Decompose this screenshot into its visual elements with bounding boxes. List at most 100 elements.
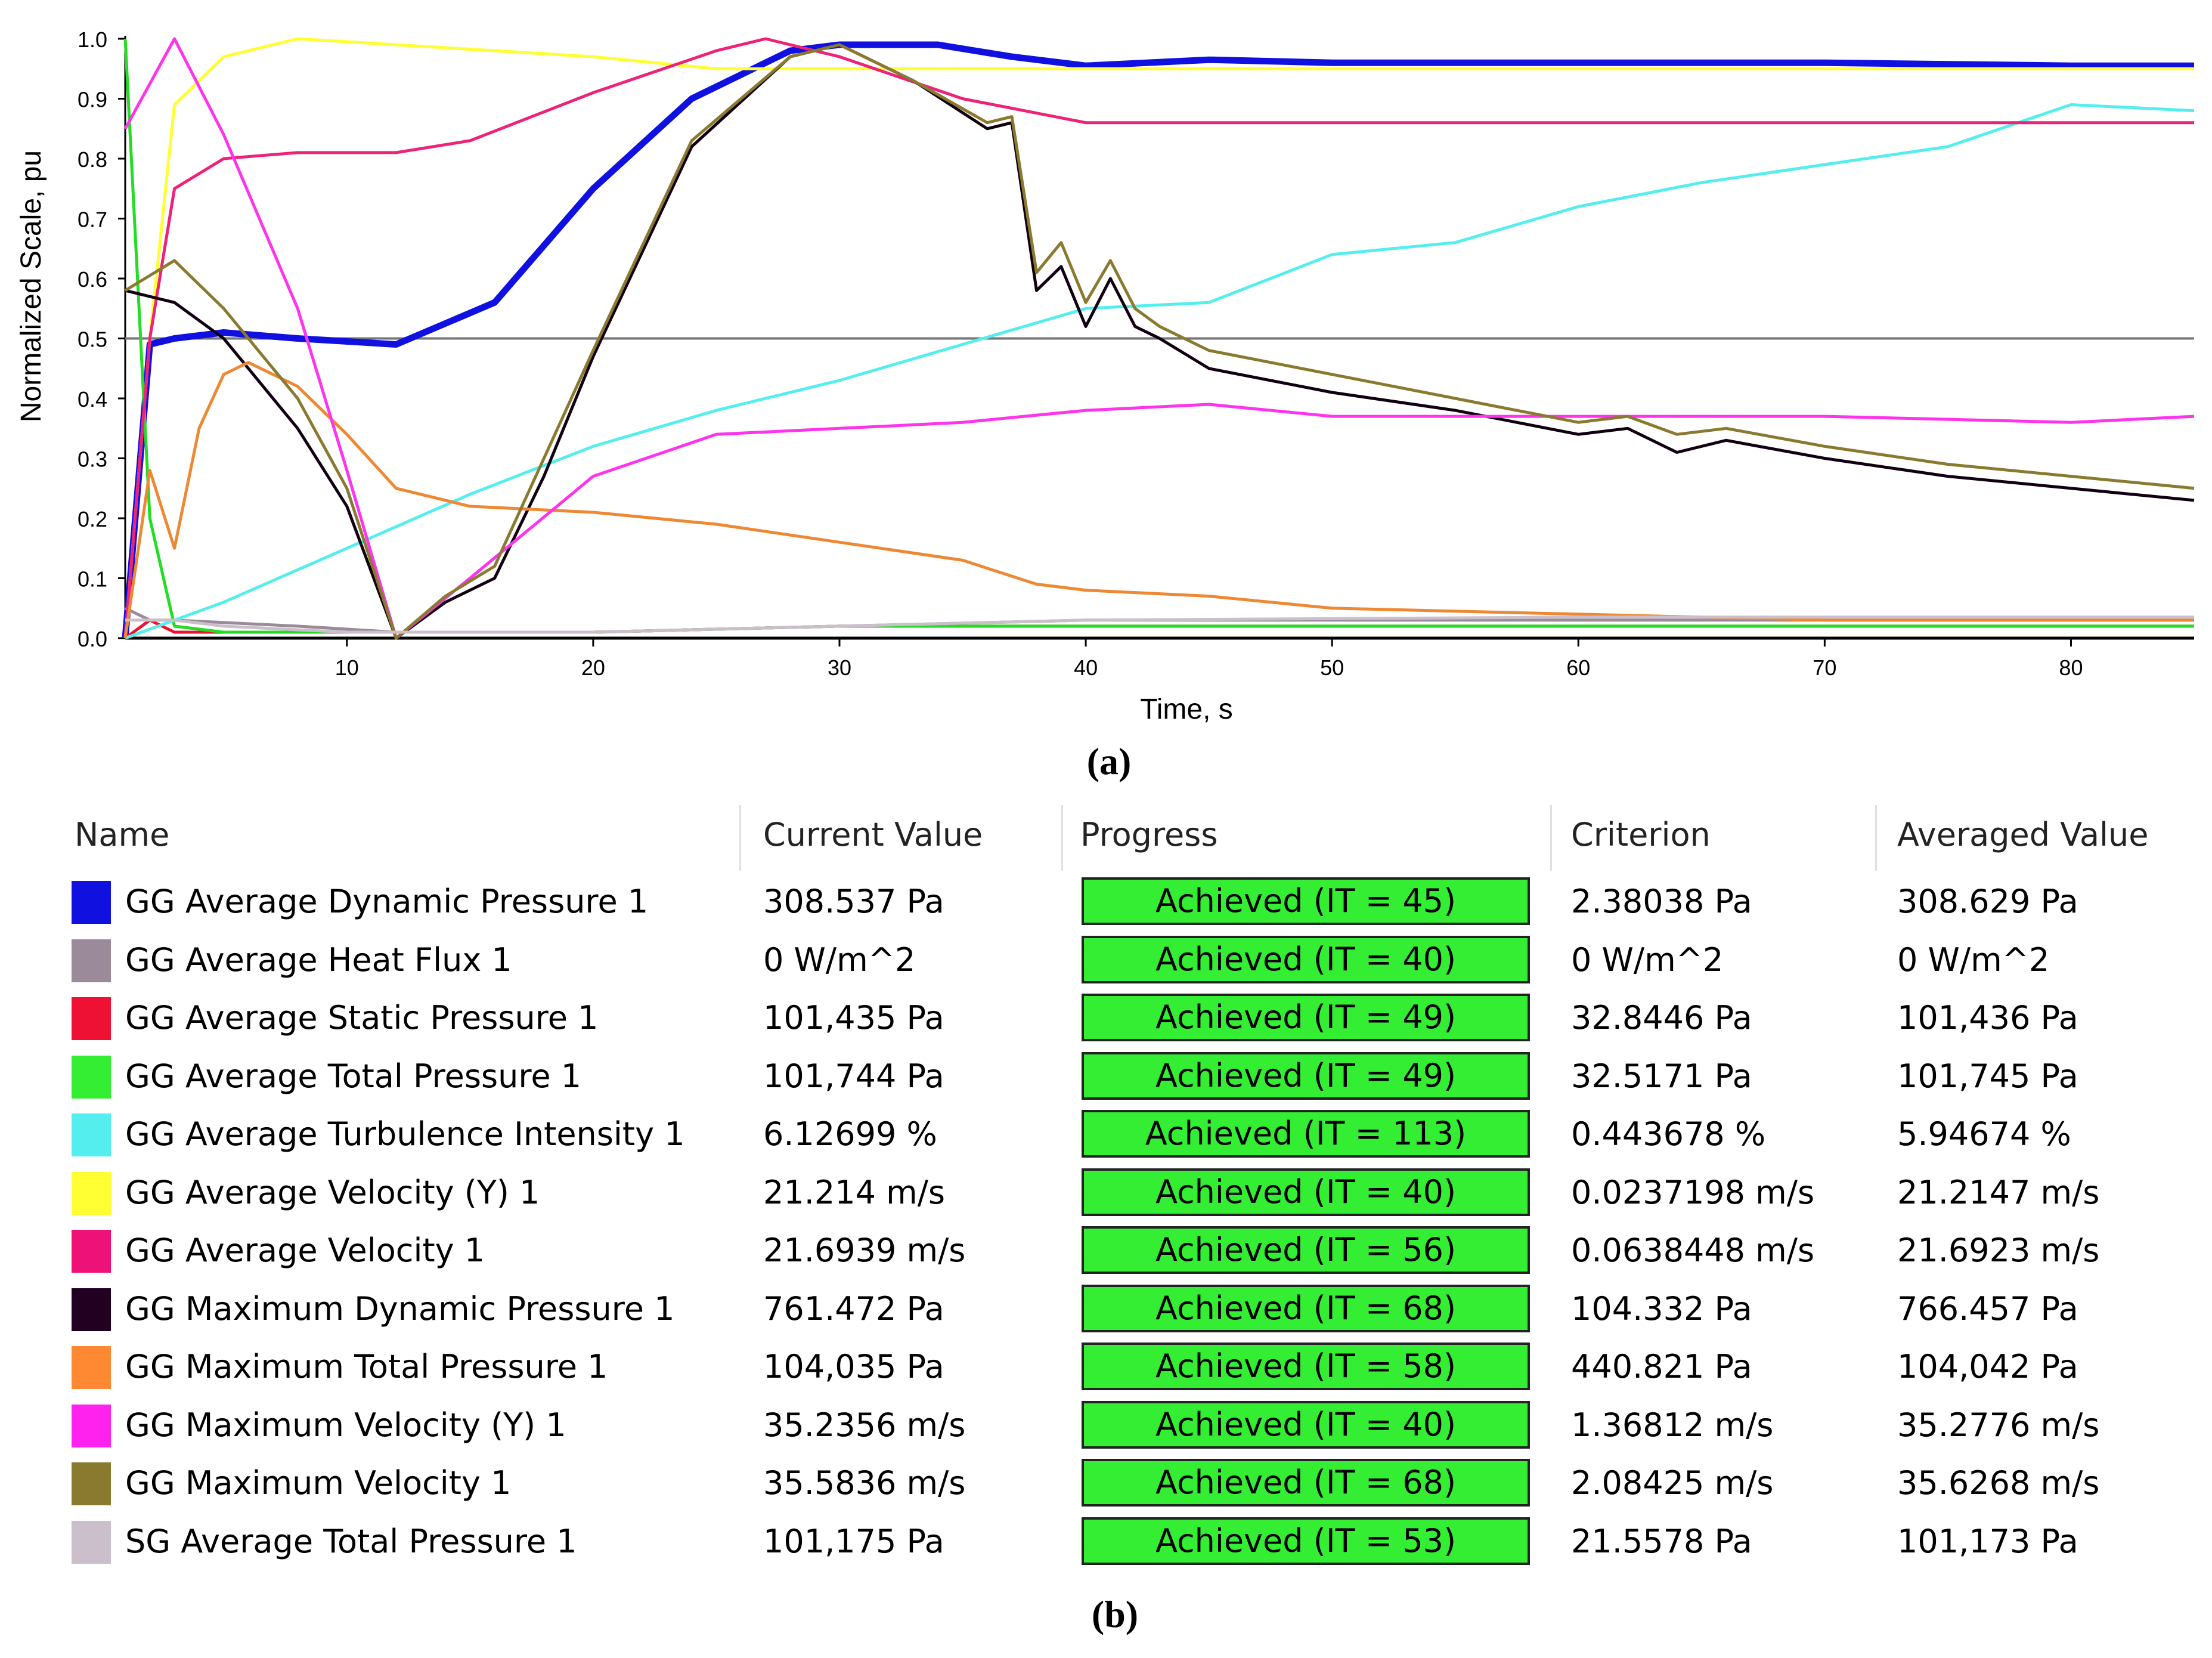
- row-criterion: 2.08425 m/s: [1571, 1464, 1774, 1502]
- row-progress-status: Achieved (IT = 58): [1082, 1343, 1530, 1390]
- row-progress-status: Achieved (IT = 113): [1082, 1110, 1530, 1158]
- x-tick-label: 60: [1566, 655, 1590, 680]
- x-tick-label: 70: [1813, 655, 1836, 680]
- panel-label-b: (b): [1091, 1593, 1139, 1635]
- row-criterion: 21.5578 Pa: [1571, 1522, 1752, 1560]
- series-line-5: [125, 103, 2195, 640]
- row-name: GG Average Total Pressure 1: [125, 1057, 582, 1095]
- row-name: GG Average Dynamic Pressure 1: [125, 883, 649, 920]
- row-progress-status: Achieved (IT = 45): [1082, 877, 1530, 925]
- x-tick-label: 30: [828, 655, 851, 680]
- row-current-value: 35.5836 m/s: [763, 1464, 966, 1502]
- y-tick-label: 0.4: [78, 387, 107, 412]
- table-row[interactable]: GG Average Dynamic Pressure 1 308.537 Pa A…: [60, 873, 2182, 930]
- x-tick-label: 40: [1074, 655, 1098, 680]
- row-current-value: 6.12699 %: [763, 1115, 937, 1153]
- series-line-4: [123, 38, 2194, 634]
- series-color-swatch: [72, 1113, 111, 1156]
- header-name[interactable]: Name: [75, 816, 170, 853]
- table-row[interactable]: GG Maximum Velocity 1 35.5836 m/s Achieved…: [60, 1454, 2182, 1512]
- row-name: GG Average Turbulence Intensity 1: [125, 1115, 685, 1153]
- row-current-value: 21.214 m/s: [763, 1173, 946, 1211]
- series-line-9: [123, 361, 2194, 639]
- row-current-value: 101,435 Pa: [763, 999, 944, 1037]
- table-row[interactable]: GG Average Turbulence Intensity 1 6.12699…: [60, 1105, 2182, 1163]
- table-row[interactable]: GG Average Total Pressure 1 101,744 Pa Ach…: [60, 1047, 2182, 1105]
- row-criterion: 0 W/m^2: [1571, 941, 1724, 979]
- y-tick-label: 1.0: [78, 27, 107, 52]
- series-color-swatch: [72, 881, 111, 924]
- row-averaged-value: 101,745 Pa: [1897, 1057, 2078, 1095]
- y-axis-label: Normalized Scale, pu: [16, 150, 47, 422]
- column-separator[interactable]: [1061, 805, 1063, 871]
- table-row[interactable]: GG Maximum Velocity (Y) 1 35.2356 m/s Achi…: [60, 1396, 2182, 1454]
- row-progress-status: Achieved (IT = 40): [1082, 1400, 1530, 1449]
- row-progress-status: Achieved (IT = 68): [1082, 1459, 1530, 1507]
- column-separator[interactable]: [739, 805, 741, 871]
- row-progress-status: Achieved (IT = 56): [1082, 1226, 1530, 1274]
- row-averaged-value: 0 W/m^2: [1897, 941, 2050, 979]
- series-color-swatch: [72, 1055, 111, 1099]
- header-criterion[interactable]: Criterion: [1571, 816, 1711, 853]
- series-line-3: [124, 618, 2194, 640]
- header-averaged-value[interactable]: Averaged Value: [1897, 816, 2149, 853]
- x-tick-label: 80: [2059, 655, 2083, 680]
- row-progress-status: Achieved (IT = 40): [1082, 1168, 1530, 1216]
- row-name: SG Average Total Pressure 1: [125, 1522, 577, 1560]
- row-name: GG Average Heat Flux 1: [125, 941, 512, 979]
- row-progress-status: Achieved (IT = 40): [1082, 935, 1530, 983]
- table-row[interactable]: GG Average Static Pressure 1 101,435 Pa Ac…: [60, 989, 2182, 1047]
- row-criterion: 1.36812 m/s: [1571, 1406, 1774, 1444]
- row-criterion: 32.5171 Pa: [1571, 1057, 1752, 1095]
- table-row[interactable]: GG Average Velocity (Y) 1 21.214 m/s Achie…: [60, 1164, 2182, 1221]
- row-averaged-value: 35.2776 m/s: [1897, 1406, 2100, 1444]
- x-tick-label: 50: [1320, 655, 1344, 680]
- series-color-swatch: [72, 997, 111, 1040]
- series-color-swatch: [72, 1288, 111, 1331]
- y-tick-label: 0.1: [78, 567, 107, 592]
- y-tick-labels: 0.0 0.1 0.2 0.3 0.4 0.5 0.6 0.7 0.8 0.9 1.0: [78, 27, 125, 651]
- series-color-swatch: [72, 1462, 111, 1505]
- row-name: GG Maximum Velocity 1: [125, 1464, 512, 1502]
- row-averaged-value: 104,042 Pa: [1897, 1348, 2078, 1385]
- row-averaged-value: 35.6268 m/s: [1897, 1464, 2100, 1502]
- y-tick-label: 0.3: [78, 447, 107, 472]
- row-progress-status: Achieved (IT = 49): [1082, 994, 1530, 1041]
- row-averaged-value: 308.629 Pa: [1897, 883, 2078, 920]
- x-axis-label: Time, s: [1140, 694, 1233, 725]
- series-lines: [122, 37, 2195, 640]
- row-criterion: 2.38038 Pa: [1571, 883, 1752, 920]
- row-criterion: 104.332 Pa: [1571, 1289, 1752, 1328]
- x-tick-label: 20: [581, 655, 605, 680]
- table-row[interactable]: GG Average Velocity 1 21.6939 m/s Achieved…: [60, 1221, 2182, 1279]
- column-separator[interactable]: [1550, 805, 1552, 871]
- row-name: GG Average Velocity 1: [125, 1232, 485, 1269]
- series-line-11: [124, 43, 2195, 640]
- table-row[interactable]: SG Average Total Pressure 1 101,175 Pa Ach…: [60, 1512, 2182, 1570]
- row-criterion: 0.0638448 m/s: [1571, 1232, 1815, 1269]
- y-tick-label: 0.0: [78, 627, 107, 651]
- row-name: GG Average Static Pressure 1: [125, 999, 599, 1037]
- y-tick-label: 0.9: [78, 88, 107, 112]
- y-tick-label: 0.5: [78, 327, 107, 352]
- row-name: GG Maximum Velocity (Y) 1: [125, 1406, 566, 1444]
- series-color-swatch: [72, 1346, 111, 1389]
- header-current-value[interactable]: Current Value: [763, 816, 983, 853]
- series-color-swatch: [72, 1230, 111, 1273]
- row-averaged-value: 5.94674 %: [1897, 1115, 2071, 1153]
- x-tick-labels: 10 20 30 40 50 60 70 80: [335, 638, 2083, 680]
- row-current-value: 0 W/m^2: [763, 941, 916, 979]
- table-row[interactable]: GG Maximum Total Pressure 1 104,035 Pa Ach…: [60, 1338, 2182, 1396]
- row-current-value: 104,035 Pa: [763, 1348, 944, 1385]
- table-row[interactable]: GG Maximum Dynamic Pressure 1 761.472 Pa A…: [60, 1280, 2182, 1338]
- column-separator[interactable]: [1875, 805, 1877, 871]
- row-current-value: 101,175 Pa: [763, 1522, 944, 1560]
- table-row[interactable]: GG Average Heat Flux 1 0 W/m^2 Achieved (I…: [60, 931, 2182, 989]
- panel-label-a: (a): [1086, 740, 1132, 782]
- series-color-swatch: [72, 1171, 111, 1215]
- line-chart: 0.0 0.1 0.2 0.3 0.4 0.5 0.6 0.7 0.8 0.9 1.0 10 20 30…: [16, 27, 2195, 725]
- row-name: GG Maximum Total Pressure 1: [125, 1348, 608, 1385]
- series-line-1: [122, 41, 2194, 639]
- header-progress[interactable]: Progress: [1080, 816, 1218, 853]
- row-criterion: 0.0237198 m/s: [1571, 1173, 1815, 1211]
